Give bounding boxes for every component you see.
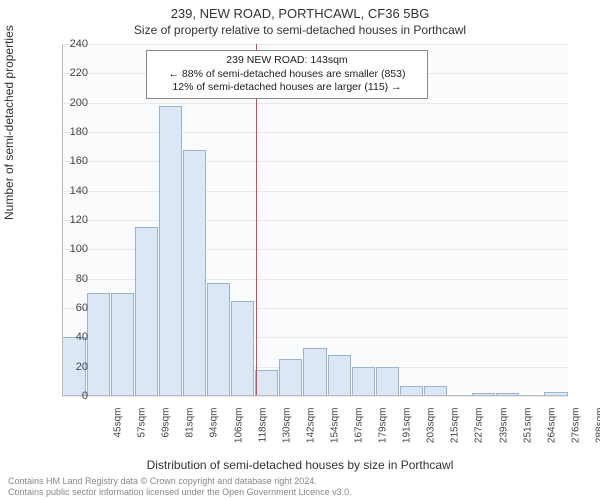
y-tick-label: 240 — [48, 38, 88, 50]
x-tick-label: 130sqm — [281, 408, 292, 454]
x-tick-label: 179sqm — [378, 408, 389, 454]
gridline — [62, 161, 568, 162]
histogram-bar — [183, 150, 206, 396]
annotation-line: 12% of semi-detached houses are larger (… — [153, 81, 421, 95]
histogram-bar — [352, 367, 375, 396]
histogram-bar — [111, 293, 134, 396]
histogram-bar — [279, 359, 302, 396]
y-axis-label: Number of semi-detached properties — [2, 25, 16, 220]
y-tick-label: 60 — [48, 302, 88, 314]
x-tick-label: 118sqm — [257, 408, 268, 454]
chart-title-sub: Size of property relative to semi-detach… — [0, 21, 600, 37]
x-tick-label: 276sqm — [570, 408, 581, 454]
x-tick-label: 227sqm — [474, 408, 485, 454]
annotation-line: 239 NEW ROAD: 143sqm — [153, 54, 421, 68]
histogram-bar — [135, 227, 158, 396]
x-tick-label: 264sqm — [546, 408, 557, 454]
histogram-bar — [376, 367, 399, 396]
x-tick-label: 215sqm — [450, 408, 461, 454]
x-tick-label: 203sqm — [426, 408, 437, 454]
y-tick-label: 100 — [48, 243, 88, 255]
histogram-bar — [87, 293, 110, 396]
x-tick-label: 81sqm — [185, 408, 196, 454]
y-tick-label: 0 — [48, 390, 88, 402]
x-tick-label: 94sqm — [209, 408, 220, 454]
y-tick-label: 200 — [48, 97, 88, 109]
footer-line-2: Contains public sector information licen… — [8, 487, 352, 498]
histogram-bar — [303, 348, 326, 396]
x-tick-label: 45sqm — [113, 408, 124, 454]
annotation-box: 239 NEW ROAD: 143sqm← 88% of semi-detach… — [146, 50, 428, 99]
y-tick-label: 40 — [48, 331, 88, 343]
histogram-bar — [159, 106, 182, 396]
x-tick-label: 154sqm — [329, 408, 340, 454]
x-tick-label: 239sqm — [498, 408, 509, 454]
y-tick-label: 140 — [48, 185, 88, 197]
y-tick-label: 80 — [48, 273, 88, 285]
x-tick-label: 57sqm — [137, 408, 148, 454]
annotation-line: ← 88% of semi-detached houses are smalle… — [153, 68, 421, 82]
gridline — [62, 132, 568, 133]
gridline — [62, 44, 568, 45]
x-axis-label: Distribution of semi-detached houses by … — [0, 458, 600, 472]
gridline — [62, 220, 568, 221]
footer-line-1: Contains HM Land Registry data © Crown c… — [8, 476, 352, 487]
x-tick-label: 191sqm — [402, 408, 413, 454]
chart-plot-area: 239 NEW ROAD: 143sqm← 88% of semi-detach… — [62, 44, 568, 396]
y-tick-label: 120 — [48, 214, 88, 226]
gridline — [62, 191, 568, 192]
y-tick-label: 160 — [48, 155, 88, 167]
histogram-bar — [207, 283, 230, 396]
gridline — [62, 103, 568, 104]
x-tick-label: 142sqm — [305, 408, 316, 454]
x-tick-label: 106sqm — [233, 408, 244, 454]
y-tick-label: 180 — [48, 126, 88, 138]
y-tick-label: 220 — [48, 67, 88, 79]
histogram-bar — [255, 370, 278, 396]
x-tick-label: 251sqm — [522, 408, 533, 454]
x-tick-label: 167sqm — [354, 408, 365, 454]
footer-attribution: Contains HM Land Registry data © Crown c… — [8, 476, 352, 498]
x-tick-label: 288sqm — [594, 408, 600, 454]
gridline — [62, 396, 568, 397]
histogram-bar — [231, 301, 254, 396]
x-tick-label: 69sqm — [161, 408, 172, 454]
chart-title-main: 239, NEW ROAD, PORTHCAWL, CF36 5BG — [0, 0, 600, 21]
y-tick-label: 20 — [48, 361, 88, 373]
histogram-bar — [328, 355, 351, 396]
